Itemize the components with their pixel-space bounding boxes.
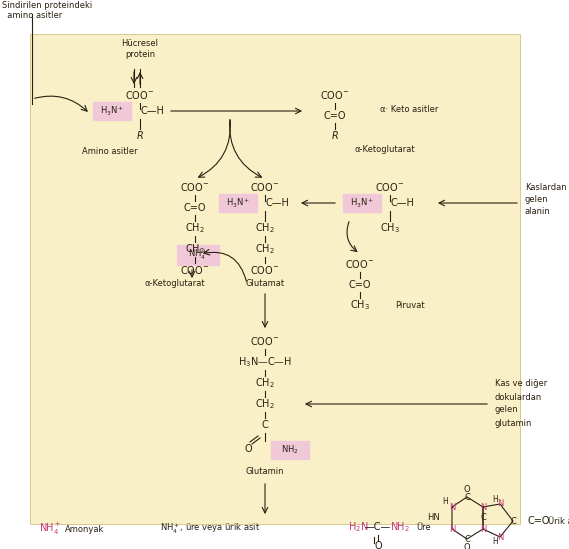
Text: Üre: Üre [417,523,431,531]
FancyBboxPatch shape [343,194,381,212]
Text: CH$_2$: CH$_2$ [185,242,205,256]
Text: CH$_2$: CH$_2$ [255,221,275,235]
Text: dokulardan: dokulardan [495,393,542,401]
Text: gelen: gelen [525,194,549,204]
FancyBboxPatch shape [93,102,131,120]
Text: H: H [442,497,448,507]
Text: Amino asitler: Amino asitler [82,147,138,155]
Text: COO$^{-}$: COO$^{-}$ [180,181,209,193]
Text: H$_3$N—C—H: H$_3$N—C—H [238,355,292,369]
Text: Sindirilen proteindeki
  amino asitler: Sindirilen proteindeki amino asitler [2,1,92,20]
Text: R: R [332,131,339,141]
Text: NH$_4^+$: NH$_4^+$ [188,248,208,262]
Text: CH$_2$: CH$_2$ [255,397,275,411]
Text: C=O: C=O [184,203,206,213]
Text: COO$^{-}$: COO$^{-}$ [345,258,374,270]
Text: CH$_2$: CH$_2$ [185,221,205,235]
Text: N: N [449,524,455,534]
Text: alanin: alanin [525,206,551,216]
Text: Ürik asit: Ürik asit [548,517,569,525]
Text: Piruvat: Piruvat [395,300,424,310]
Text: α-Ketoglutarat: α-Ketoglutarat [145,279,205,289]
Text: N: N [497,500,503,508]
Text: C: C [480,513,486,523]
Text: NH$_2$: NH$_2$ [281,444,299,456]
Text: H$_3$N$^+$: H$_3$N$^+$ [226,197,250,210]
Text: COO$^{-}$: COO$^{-}$ [376,181,405,193]
Text: Glutamin: Glutamin [246,467,284,475]
Text: COO$^{-}$: COO$^{-}$ [180,264,209,276]
Text: Kaslardan: Kaslardan [525,182,567,192]
Text: CH$_2$: CH$_2$ [255,242,275,256]
Text: NH$_2$: NH$_2$ [390,520,410,534]
Text: C=O: C=O [528,516,550,526]
Text: HN: HN [427,513,440,523]
Text: H: H [492,536,498,546]
Text: CH$_2$: CH$_2$ [255,376,275,390]
FancyBboxPatch shape [271,441,309,459]
Text: CH$_3$: CH$_3$ [350,298,370,312]
Text: CH$_3$: CH$_3$ [380,221,400,235]
FancyBboxPatch shape [177,245,219,265]
Text: H$_3$N$^+$: H$_3$N$^+$ [350,197,374,210]
Text: Glutamat: Glutamat [245,279,284,289]
Text: Kas ve diğer: Kas ve diğer [495,379,547,389]
Text: H$_2$N: H$_2$N [348,520,368,534]
Text: glutamin: glutamin [495,418,533,428]
Text: O: O [464,485,471,494]
Text: α-Ketoglutarat: α-Ketoglutarat [355,144,415,154]
Text: COO$^{-}$: COO$^{-}$ [250,335,279,347]
Text: NH$_4^+$: NH$_4^+$ [39,521,61,537]
Text: C: C [262,420,269,430]
Text: O: O [464,542,471,549]
Text: C: C [464,492,470,501]
Text: —C—: —C— [365,522,391,532]
Text: N: N [480,502,486,512]
Text: Hücresel
protein: Hücresel protein [122,40,159,59]
Text: COO$^{-}$: COO$^{-}$ [250,264,279,276]
Text: C—H: C—H [390,198,414,208]
Text: COO$^{-}$: COO$^{-}$ [320,89,349,101]
Text: C—H: C—H [140,106,164,116]
Text: C=O: C=O [324,111,347,121]
Text: N: N [449,502,455,512]
Text: N: N [480,524,486,534]
Text: H$_3$N$^+$: H$_3$N$^+$ [100,104,124,117]
FancyBboxPatch shape [30,34,520,524]
Text: C: C [510,517,516,525]
Text: C—H: C—H [265,198,289,208]
Text: C: C [464,535,470,544]
Text: COO$^{-}$: COO$^{-}$ [250,181,279,193]
Text: C=O: C=O [349,280,371,290]
Text: COO$^{-}$: COO$^{-}$ [125,89,155,101]
Text: α· Keto asitler: α· Keto asitler [380,104,438,114]
Text: NH$_4^+$, üre veya ürik asit: NH$_4^+$, üre veya ürik asit [160,522,260,536]
Text: N: N [497,533,503,541]
Text: Amonyak: Amonyak [65,524,105,534]
Text: gelen: gelen [495,406,518,414]
Text: O: O [244,444,252,454]
Text: O: O [374,541,382,549]
Text: R: R [137,131,143,141]
Text: H: H [492,495,498,503]
FancyBboxPatch shape [219,194,257,212]
